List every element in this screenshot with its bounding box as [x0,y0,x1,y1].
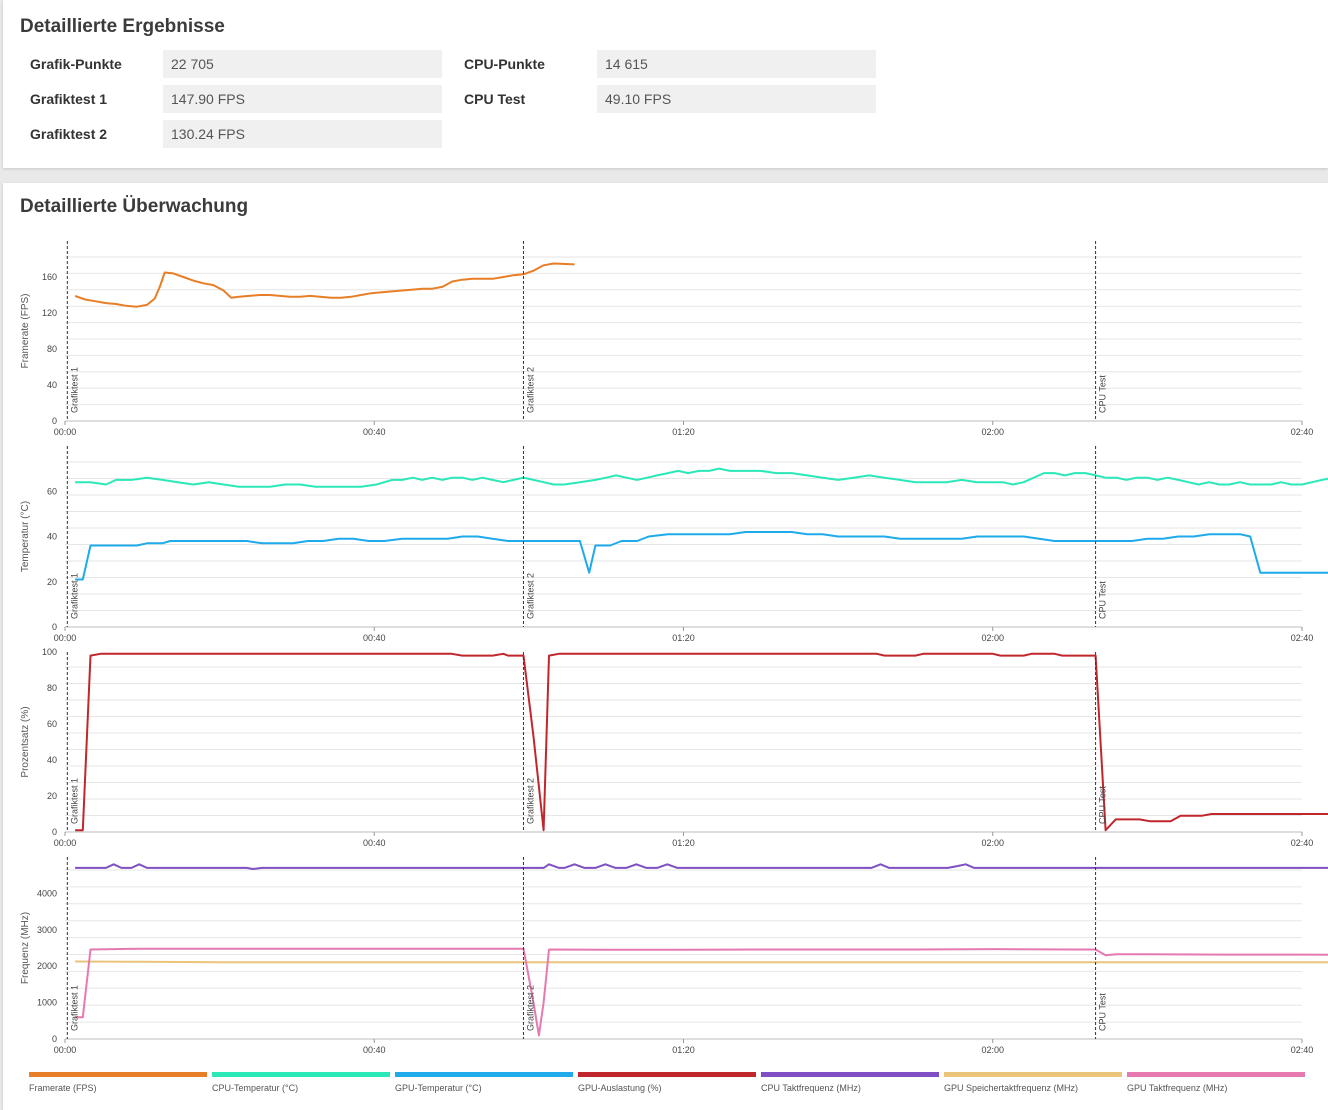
test-marker-label: Grafiktest 2 [525,573,535,619]
series-line-framerate-fps [74,262,575,308]
x-tick-label: 02:00 [981,838,1004,848]
y-axis-label: Frequenz (MHz) [20,912,31,984]
x-tick-label: 02:40 [1291,427,1314,437]
series-line-cpu-taktfrequenz-mhz [75,863,1328,870]
y-axis-label: Prozentsatz (%) [20,706,31,777]
y-tick-label: 100 [42,647,57,657]
x-tick-label: 00:40 [363,1045,386,1055]
x-tick-label: 02:00 [981,1045,1004,1055]
series-line-cpu-temperatur-c [75,467,1328,488]
x-tick-label: 00:40 [363,633,386,643]
series-line-gpu-speichertaktfrequenz-mhz [75,960,1328,964]
test-marker-label: Grafiktest 2 [525,985,535,1031]
x-tick-label: 01:20 [672,838,695,848]
cpu-score-value: 14 615 [597,50,876,78]
y-tick-label: 120 [42,308,57,318]
graphics-test-1-value: 147.90 FPS [163,85,442,113]
y-tick-label: 0 [52,622,57,632]
x-tick-label: 00:00 [54,838,77,848]
cpu-test-value: 49.10 FPS [597,85,876,113]
legend-swatch-gpu-load [578,1072,756,1077]
y-tick-label: 4000 [37,888,57,898]
legend-swatch-gpu-temperature [395,1072,573,1077]
legend-swatch-cpu-clock [761,1072,939,1077]
chart-percentage: 0 20 40 60 80 100 00:00 00:40 01:20 02:00 02:40 Pro… [20,647,1328,848]
test-marker-label: CPU Test [1098,581,1108,619]
monitoring-charts: 0 40 80 120 160 00:00 00:40 01:20 02:00 02:40 Fram… [20,241,1328,1055]
results-title: Detaillierte Ergebnisse [20,16,225,37]
legend-label-framerate: Framerate (FPS) [29,1083,97,1093]
y-tick-label: 80 [47,344,57,354]
series-line-gpu-auslastung [75,652,1328,832]
legend-label-cpu-clock: CPU Taktfrequenz (MHz) [761,1083,861,1093]
chart-frequency: 0 1000 2000 3000 4000 00:00 00:40 01:20 02:00 02:… [20,857,1328,1055]
y-tick-label: 20 [47,577,57,587]
series-line-gpu-taktfrequenz-mhz [75,947,1328,1037]
x-tick-label: 00:00 [54,427,77,437]
y-tick-label: 1000 [37,998,57,1008]
monitoring-title: Detaillierte Überwachung [20,196,249,217]
test-marker-label: CPU Test [1098,786,1108,824]
test-marker-label: Grafiktest 1 [69,573,79,619]
graphics-score-label: Grafik-Punkte [30,56,122,72]
graphics-test-1-label: Grafiktest 1 [30,91,108,107]
y-tick-label: 2000 [37,961,57,971]
graphics-test-2-label: Grafiktest 2 [30,126,108,142]
series-line-gpu-temperatur-c [75,531,1328,581]
x-tick-label: 01:20 [672,1045,695,1055]
graphics-test-2-value: 130.24 FPS [163,120,442,148]
y-tick-label: 40 [47,532,57,542]
test-marker-label: Grafiktest 1 [69,985,79,1031]
x-tick-label: 02:00 [981,633,1004,643]
legend-swatch-gpu-memory-clock [944,1072,1122,1077]
x-tick-label: 02:40 [1291,838,1314,848]
test-marker-label: CPU Test [1098,993,1108,1031]
y-tick-label: 3000 [37,925,57,935]
x-tick-label: 01:20 [672,427,695,437]
test-marker-label: Grafiktest 2 [525,367,535,413]
cpu-test-label: CPU Test [464,91,526,107]
y-tick-label: 0 [52,827,57,837]
x-tick-label: 02:40 [1291,1045,1314,1055]
legend-swatch-cpu-temperature [212,1072,390,1077]
test-marker-label: Grafiktest 1 [69,778,79,824]
y-tick-label: 160 [42,272,57,282]
legend-label-gpu-memory-clock: GPU Speichertaktfrequenz (MHz) [944,1083,1079,1093]
x-tick-label: 00:40 [363,427,386,437]
results-panel: Detaillierte Ergebnisse Grafik-Punkte 22… [3,0,1328,168]
y-tick-label: 80 [47,683,57,693]
legend-label-gpu-temperature: GPU-Temperatur (°C) [395,1083,482,1093]
legend-swatch-framerate [29,1072,207,1077]
test-marker-label: CPU Test [1098,375,1108,413]
x-tick-label: 00:00 [54,633,77,643]
y-tick-label: 40 [47,755,57,765]
chart-framerate: 0 40 80 120 160 00:00 00:40 01:20 02:00 02:40 Fram… [20,241,1313,437]
x-tick-label: 01:20 [672,633,695,643]
legend-label-cpu-temperature: CPU-Temperatur (°C) [212,1083,299,1093]
cpu-score-label: CPU-Punkte [464,56,545,72]
y-tick-label: 20 [47,791,57,801]
y-tick-label: 60 [47,719,57,729]
y-tick-label: 0 [52,1034,57,1044]
test-marker-label: Grafiktest 1 [69,367,79,413]
chart-temperature: 0 20 40 60 00:00 00:40 01:20 02:00 02:40 Temperat… [20,446,1328,643]
y-axis-label: Framerate (FPS) [20,293,31,368]
legend-label-gpu-load: GPU-Auslastung (%) [578,1083,662,1093]
x-tick-label: 00:40 [363,838,386,848]
x-tick-label: 00:00 [54,1045,77,1055]
test-marker-label: Grafiktest 2 [525,778,535,824]
x-tick-label: 02:00 [981,427,1004,437]
y-tick-label: 60 [47,486,57,496]
x-tick-label: 02:40 [1291,633,1314,643]
graphics-score-value: 22 705 [163,50,442,78]
y-axis-label: Temperatur (°C) [20,501,31,572]
legend-label-gpu-clock: GPU Taktfrequenz (MHz) [1127,1083,1228,1093]
y-tick-label: 40 [47,380,57,390]
legend-swatch-gpu-clock [1127,1072,1305,1077]
y-tick-label: 0 [52,416,57,426]
